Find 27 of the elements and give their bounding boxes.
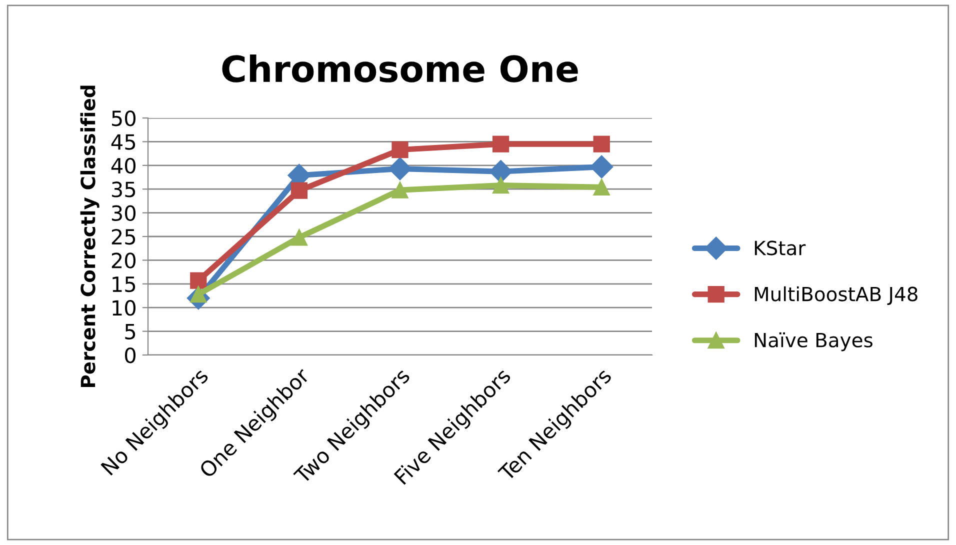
point [492, 136, 510, 152]
y-tick-label: 5 [125, 324, 136, 340]
point [290, 229, 308, 246]
point [392, 141, 408, 158]
point [190, 272, 207, 289]
y-tick-label: 35 [112, 182, 136, 198]
point [593, 136, 610, 152]
y-tick-label: 45 [111, 134, 136, 150]
y-tick-label: 30 [112, 205, 136, 222]
y-tick-label: 25 [112, 228, 136, 245]
point [492, 176, 510, 194]
legend-label: MultiBoostAB J48 [754, 286, 918, 306]
y-tick-label: 40 [111, 158, 136, 174]
y-tick-label: 15 [112, 276, 136, 292]
y-tick-label: 10 [112, 300, 136, 316]
point [388, 157, 412, 180]
legend-label: Naïve Bayes [754, 332, 872, 352]
y-tick-label: 0 [125, 347, 136, 364]
point [290, 182, 308, 199]
point [593, 178, 610, 196]
point [392, 182, 408, 198]
point [590, 155, 614, 178]
y-axis-title: Percent Correctly Classified [80, 86, 100, 388]
legend-label: KStar [754, 240, 806, 256]
chart-title: Chromosome One [222, 54, 578, 82]
y-tick-label: 50 [112, 110, 136, 126]
y-tick-label: 20 [112, 252, 136, 268]
